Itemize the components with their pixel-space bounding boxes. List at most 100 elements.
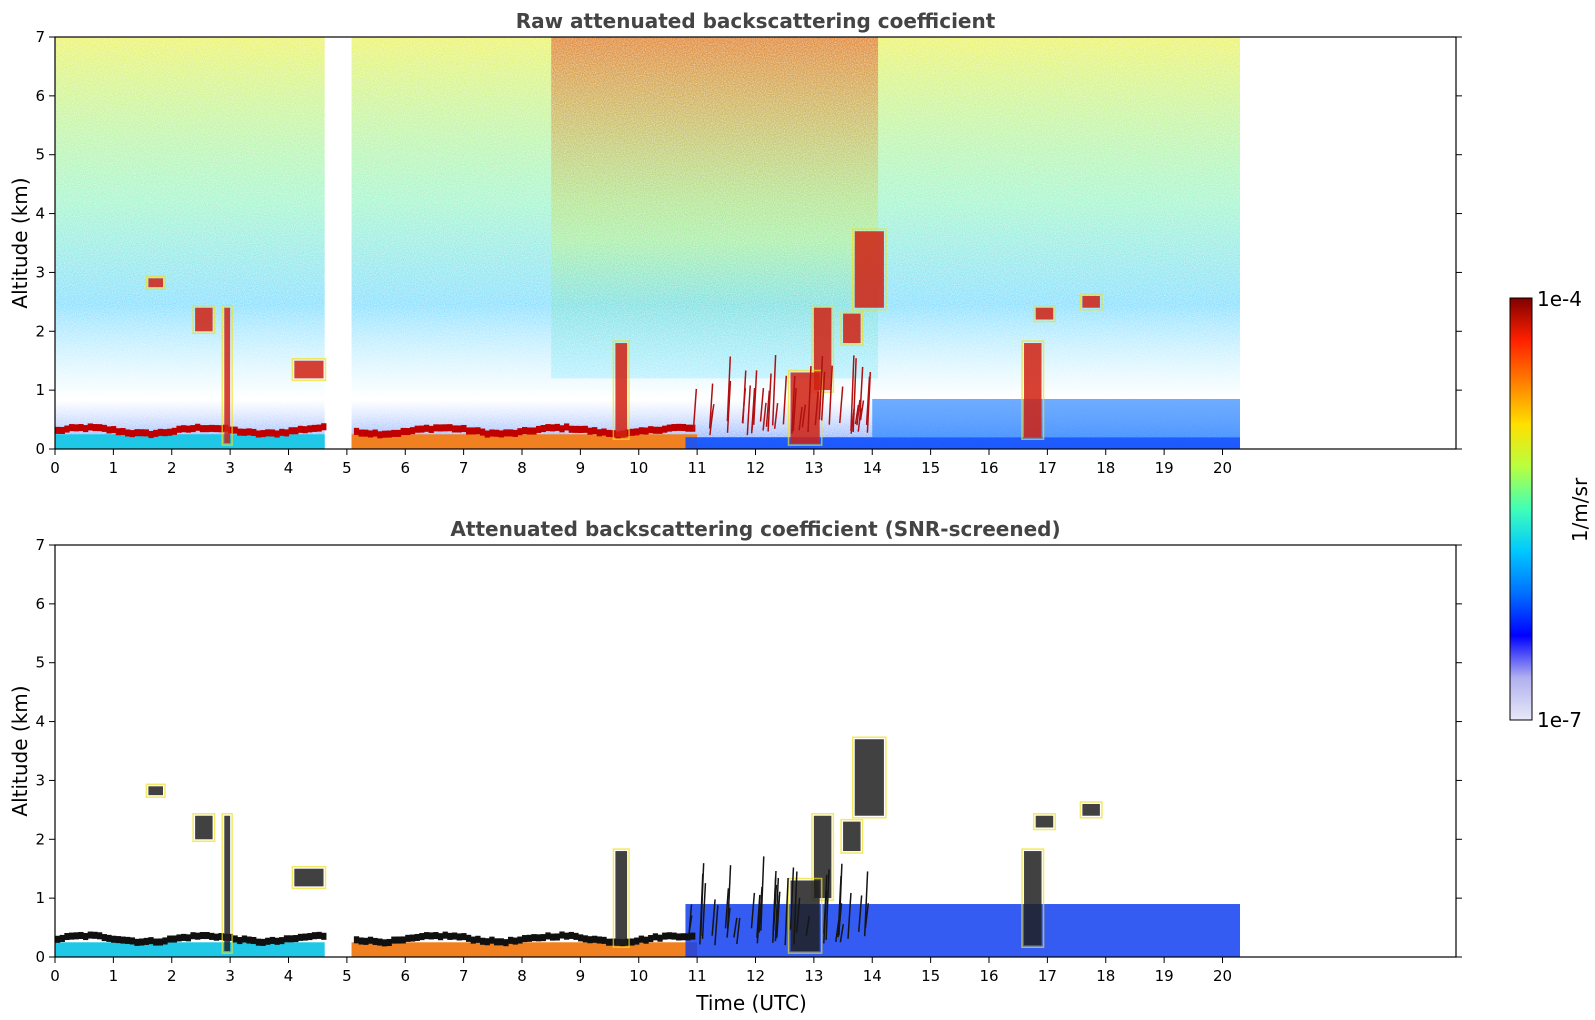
boundary-layer-band (307, 425, 313, 433)
boundary-layer-band (97, 932, 103, 940)
plume-streak (839, 386, 844, 424)
y-tick-label: 4 (35, 713, 45, 731)
boundary-layer-band (624, 938, 630, 946)
cloud-feature-edge (192, 304, 216, 335)
boundary-layer-band (283, 429, 290, 437)
boundary-layer-band (638, 935, 645, 943)
cloud-feature (854, 231, 884, 308)
boundary-layer-band (437, 933, 444, 941)
x-tick-label: 9 (576, 459, 586, 477)
plume-streak (818, 355, 824, 420)
colorbar-unit-label: 1/m/sr (1568, 477, 1592, 542)
surface-layer (351, 434, 698, 449)
boundary-layer-band (601, 428, 607, 436)
plume-streak (714, 905, 719, 946)
boundary-layer-band (204, 931, 210, 940)
boundary-layer-band (498, 430, 504, 438)
boundary-layer-band (484, 938, 490, 946)
boundary-layer-band (204, 425, 210, 433)
boundary-layer-band (479, 428, 486, 436)
boundary-layer-band (111, 426, 117, 434)
cloud-feature (813, 307, 832, 391)
boundary-layer-band (227, 426, 234, 434)
boundary-layer-band (676, 933, 682, 941)
plume-streak (795, 897, 801, 933)
x-tick-label: 17 (1038, 459, 1057, 477)
boundary-layer-band (568, 931, 574, 939)
cloud-feature-edge (291, 865, 327, 890)
y-tick-label: 5 (35, 654, 45, 672)
boundary-layer-band (83, 425, 89, 433)
boundary-layer-band (311, 424, 318, 432)
x-axis-label: Time (UTC) (695, 991, 807, 1015)
x-tick-label: 10 (629, 459, 648, 477)
y-tick-label: 5 (35, 146, 45, 164)
plume-streak (850, 408, 855, 434)
boundary-layer-band (106, 426, 112, 434)
boundary-layer-band (288, 427, 294, 435)
boundary-layer-band (545, 932, 551, 940)
boundary-layer-band (316, 424, 322, 432)
plume-streak (814, 391, 819, 426)
boundary-layer-band (405, 427, 411, 436)
boundary-layer-band (470, 936, 476, 944)
boundary-layer-band (232, 426, 238, 434)
boundary-layer-band (293, 935, 299, 943)
boundary-layer-band (171, 935, 178, 943)
plume-streak (772, 870, 777, 936)
x-tick-label: 3 (225, 459, 235, 477)
cloud-feature (1082, 295, 1100, 308)
boundary-layer-band (634, 937, 640, 945)
y-tick-label: 3 (35, 771, 45, 789)
plume-streak (858, 366, 864, 421)
boundary-layer-band (302, 933, 308, 941)
boundary-layer-band (465, 427, 472, 435)
cloud-feature (294, 360, 324, 379)
x-tick-label: 5 (342, 967, 352, 985)
boundary-layer-band (554, 933, 560, 941)
plume-streak (762, 402, 767, 431)
x-tick-label: 18 (1096, 967, 1115, 985)
boundary-layer-band (428, 425, 434, 433)
boundary-layer-band (143, 937, 149, 945)
boundary-layer-band (143, 429, 149, 437)
boundary-layer-band (260, 938, 266, 946)
boundary-layer-band (372, 937, 378, 945)
x-tick-label: 19 (1155, 459, 1174, 477)
cloud-feature-edge (811, 812, 835, 901)
boundary-layer-band (97, 424, 103, 432)
plume-streak (750, 892, 756, 929)
boundary-layer-band (321, 423, 327, 431)
x-tick-label: 6 (400, 967, 410, 985)
boundary-layer-band (652, 426, 659, 434)
boundary-layer-band (587, 427, 593, 435)
boundary-layer-band (157, 428, 163, 436)
cloud-feature-edge (192, 812, 216, 843)
plume-streak (775, 895, 781, 939)
boundary-layer-band (573, 932, 579, 940)
cloud-feature-edge (1032, 304, 1056, 323)
boundary-layer-band (442, 931, 448, 939)
plume-streak (736, 917, 741, 945)
plume-streak (850, 355, 855, 431)
boundary-layer-band (358, 937, 364, 945)
colorbar: 1e-4 1e-7 1/m/sr (1509, 287, 1592, 732)
boundary-layer-band (87, 423, 93, 431)
boundary-layer-band (666, 424, 673, 432)
boundary-layer-band (274, 430, 280, 438)
boundary-layer-band (671, 932, 677, 940)
boundary-layer-band (479, 937, 486, 945)
plume-streak (852, 358, 857, 433)
x-tick-label: 9 (576, 967, 586, 985)
cloud-feature (224, 815, 231, 952)
boundary-layer-band (470, 427, 476, 435)
plume-streak (726, 380, 732, 433)
x-tick-label: 4 (284, 967, 294, 985)
boundary-layer-band (587, 936, 593, 944)
panel-2: 0 1 2 3 4 5 6 7 8 9 10 11 12 13 14 15 16 17 18 19 2001234567… (8, 517, 1462, 1015)
boundary-layer-band (213, 425, 220, 433)
plume-streak (791, 375, 796, 434)
x-tick-label: 3 (225, 967, 235, 985)
boundary-layer-band (652, 933, 659, 941)
plume-streak (798, 406, 803, 431)
